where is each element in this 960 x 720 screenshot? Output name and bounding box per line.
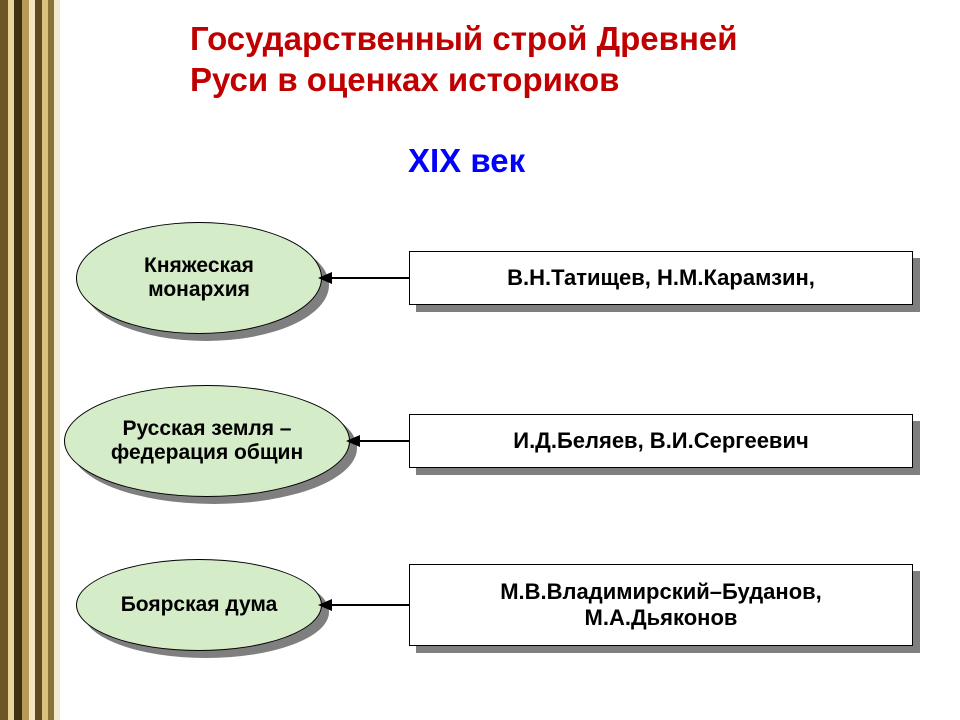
arrow-line bbox=[358, 440, 409, 442]
page-title: Государственный строй Древней Руси в оце… bbox=[190, 18, 910, 101]
title-line-2: Руси в оценках историков bbox=[190, 59, 910, 100]
decorative-left-strip bbox=[0, 0, 60, 720]
arrow-line bbox=[330, 604, 409, 606]
stripe bbox=[14, 0, 22, 720]
arrow-line bbox=[330, 277, 409, 279]
subtitle-century: XIX век bbox=[408, 142, 525, 180]
stripe bbox=[0, 0, 8, 720]
concept-ellipse: Русская земля – федерация общин bbox=[64, 385, 350, 497]
ellipse-label: Боярская дума bbox=[121, 593, 278, 617]
box-label: В.Н.Татищев, Н.М.Карамзин, bbox=[507, 265, 815, 291]
historians-box: М.В.Владимирский–Буданов, М.А.Дьяконов bbox=[409, 564, 913, 646]
concept-ellipse: Княжеская монархия bbox=[76, 222, 322, 334]
title-line-1: Государственный строй Древней bbox=[190, 18, 910, 59]
ellipse-label: Княжеская монархия bbox=[95, 254, 303, 302]
arrow-left-icon bbox=[346, 435, 360, 447]
box-label: И.Д.Беляев, В.И.Сергеевич bbox=[513, 428, 809, 454]
historians-box: В.Н.Татищев, Н.М.Карамзин, bbox=[409, 251, 913, 305]
arrow-left-icon bbox=[318, 272, 332, 284]
stripe bbox=[35, 0, 42, 720]
concept-ellipse: Боярская дума bbox=[76, 559, 322, 651]
box-label: М.В.Владимирский–Буданов, М.А.Дьяконов bbox=[424, 579, 898, 631]
stripe bbox=[22, 0, 29, 720]
stripe bbox=[54, 0, 60, 720]
historians-box: И.Д.Беляев, В.И.Сергеевич bbox=[409, 414, 913, 468]
arrow-left-icon bbox=[318, 599, 332, 611]
ellipse-label: Русская земля – федерация общин bbox=[83, 417, 331, 465]
